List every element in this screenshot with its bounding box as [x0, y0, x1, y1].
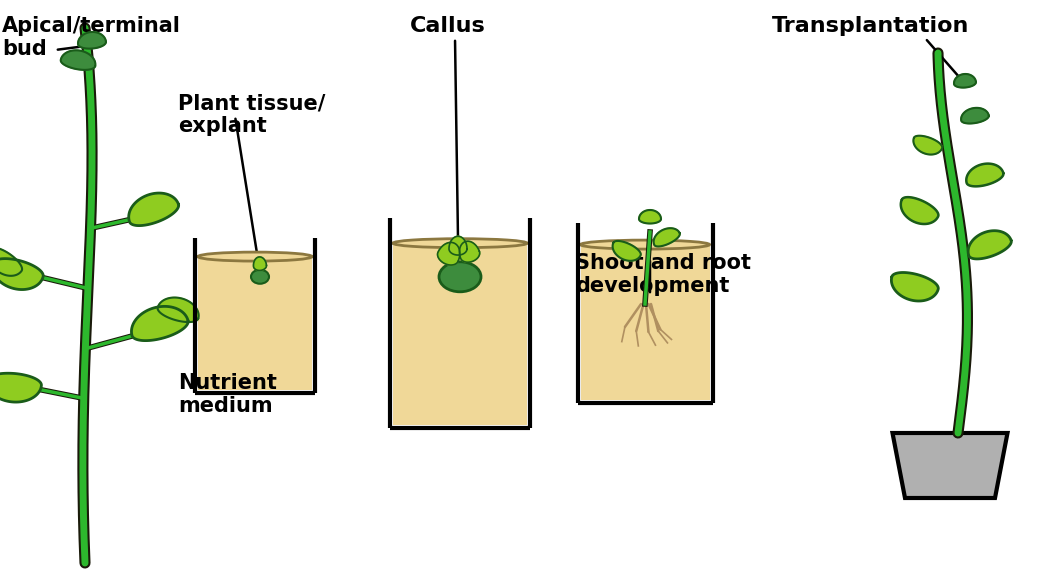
Polygon shape: [157, 298, 199, 322]
Polygon shape: [78, 32, 106, 49]
Polygon shape: [198, 257, 312, 390]
Polygon shape: [913, 136, 943, 154]
Polygon shape: [581, 244, 710, 400]
Polygon shape: [129, 193, 179, 225]
Polygon shape: [0, 258, 44, 290]
Text: Apical/terminal
bud: Apical/terminal bud: [2, 16, 181, 59]
Polygon shape: [449, 236, 467, 255]
Polygon shape: [393, 243, 527, 425]
Text: Callus: Callus: [410, 16, 486, 36]
Polygon shape: [966, 164, 1003, 186]
Ellipse shape: [251, 270, 269, 284]
Polygon shape: [0, 248, 22, 276]
Polygon shape: [253, 257, 266, 271]
Polygon shape: [132, 306, 188, 340]
Polygon shape: [0, 373, 41, 402]
Polygon shape: [961, 108, 988, 124]
Polygon shape: [901, 197, 938, 224]
Polygon shape: [892, 272, 938, 301]
Text: Nutrient
medium: Nutrient medium: [178, 373, 277, 416]
Polygon shape: [893, 433, 1008, 498]
Ellipse shape: [581, 240, 710, 249]
Ellipse shape: [198, 252, 312, 261]
Polygon shape: [968, 231, 1011, 259]
Polygon shape: [653, 228, 680, 246]
Polygon shape: [61, 50, 96, 70]
Text: Plant tissue/
explant: Plant tissue/ explant: [178, 93, 326, 136]
Polygon shape: [460, 241, 480, 262]
Ellipse shape: [439, 262, 481, 292]
Text: Shoot and root
development: Shoot and root development: [575, 253, 751, 296]
Text: Transplantation: Transplantation: [772, 16, 969, 36]
Polygon shape: [437, 242, 460, 265]
Polygon shape: [613, 241, 641, 261]
Ellipse shape: [393, 239, 527, 248]
Polygon shape: [954, 74, 976, 88]
Polygon shape: [639, 210, 661, 224]
